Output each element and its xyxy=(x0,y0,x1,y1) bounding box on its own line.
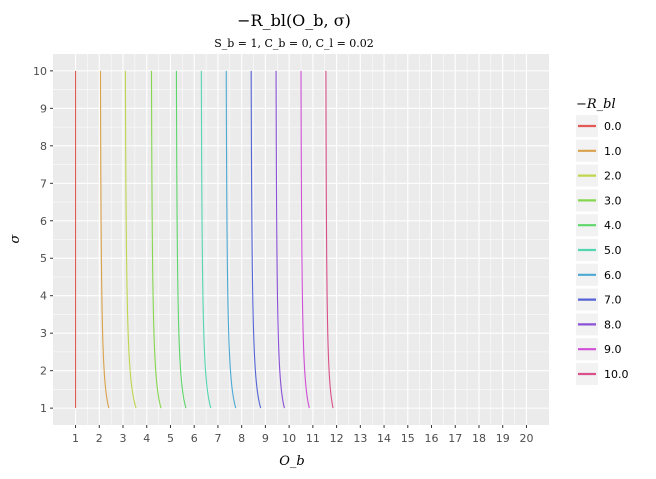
series-line-10.0 xyxy=(325,70,334,409)
x-tick-label: 19 xyxy=(496,432,510,445)
x-axis-ticks: 1 2 3 4 5 6 7 8 9 10 11 12 13 14 15 16 17 18 19 20 xyxy=(72,425,533,445)
x-tick-label: 7 xyxy=(214,432,221,445)
x-tick-label: 13 xyxy=(353,432,367,445)
series-line-2.0 xyxy=(124,70,137,409)
y-tick-label: 7 xyxy=(40,177,47,190)
legend-items: 0.0 1.0 2.0 3.0 4.0 5.0 6.0 7.0 8.0 9.0 10.0 xyxy=(576,115,629,385)
legend-label-3.0: 3.0 xyxy=(604,194,622,207)
x-tick-label: 12 xyxy=(330,432,344,445)
series-line-1.0 xyxy=(99,70,110,409)
x-tick-label: 20 xyxy=(519,432,533,445)
y-axis-label: σ xyxy=(8,233,23,243)
series-line-6.0 xyxy=(225,70,237,409)
y-tick-label: 10 xyxy=(33,65,47,78)
legend-label-10.0: 10.0 xyxy=(604,368,629,381)
series-line-9.0 xyxy=(300,70,310,409)
series-line-3.0 xyxy=(150,70,162,409)
legend-label-4.0: 4.0 xyxy=(604,219,622,232)
x-tick-label: 10 xyxy=(282,432,296,445)
y-tick-label: 8 xyxy=(40,140,47,153)
series-line-7.0 xyxy=(250,70,262,409)
x-tick-label: 15 xyxy=(401,432,415,445)
x-tick-label: 6 xyxy=(191,432,198,445)
chart-subtitle: S_b = 1, C_b = 0, C_l = 0.02 xyxy=(214,37,374,50)
y-tick-label: 4 xyxy=(40,290,47,303)
grid-lines xyxy=(53,54,549,425)
series-line-5.0 xyxy=(200,70,212,409)
series-line-8.0 xyxy=(275,70,285,409)
legend-label-7.0: 7.0 xyxy=(604,294,622,307)
x-tick-label: 8 xyxy=(238,432,245,445)
x-tick-label: 1 xyxy=(72,432,79,445)
legend: −R_bl 0.0 1.0 2.0 3.0 4.0 5.0 6.0 7.0 8.0 9.0 10.0 xyxy=(576,97,629,385)
y-tick-label: 9 xyxy=(40,102,47,115)
x-tick-label: 17 xyxy=(448,432,462,445)
x-axis-label: O_b xyxy=(279,454,304,469)
legend-label-6.0: 6.0 xyxy=(604,269,622,282)
x-tick-label: 14 xyxy=(377,432,391,445)
x-tick-label: 2 xyxy=(96,432,103,445)
chart-title: −R_bl(O_b, σ) xyxy=(237,11,351,30)
y-tick-label: 1 xyxy=(40,402,47,415)
y-tick-label: 5 xyxy=(40,252,47,265)
x-tick-label: 4 xyxy=(143,432,150,445)
x-tick-label: 5 xyxy=(167,432,174,445)
legend-label-0.0: 0.0 xyxy=(604,120,622,133)
x-tick-label: 3 xyxy=(120,432,127,445)
x-tick-label: 18 xyxy=(472,432,486,445)
legend-label-9.0: 9.0 xyxy=(604,343,622,356)
legend-label-1.0: 1.0 xyxy=(604,145,622,158)
legend-title: −R_bl xyxy=(576,97,616,112)
y-tick-label: 3 xyxy=(40,327,47,340)
series-line-4.0 xyxy=(175,70,187,409)
y-tick-label: 2 xyxy=(40,365,47,378)
x-tick-label: 16 xyxy=(425,432,439,445)
x-tick-label: 9 xyxy=(262,432,269,445)
legend-label-8.0: 8.0 xyxy=(604,318,622,331)
y-tick-label: 6 xyxy=(40,215,47,228)
y-axis-ticks: 1 2 3 4 5 6 7 8 9 10 xyxy=(33,65,53,415)
series-lines xyxy=(75,70,334,409)
legend-label-5.0: 5.0 xyxy=(604,244,622,257)
x-tick-label: 11 xyxy=(306,432,320,445)
legend-label-2.0: 2.0 xyxy=(604,170,622,183)
